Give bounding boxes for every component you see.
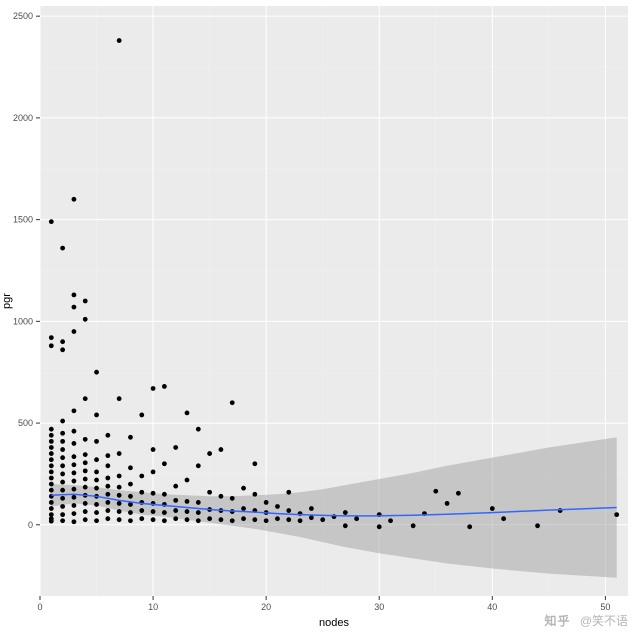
svg-text:pgr: pgr (1, 293, 13, 309)
svg-text:20: 20 (261, 602, 271, 612)
scatter-chart: 0102030405005001000150020002500nodespgr … (0, 0, 634, 633)
svg-text:0: 0 (37, 602, 42, 612)
svg-text:50: 50 (600, 602, 610, 612)
svg-text:2000: 2000 (13, 113, 33, 123)
svg-text:2500: 2500 (13, 11, 33, 21)
svg-text:10: 10 (148, 602, 158, 612)
svg-text:30: 30 (374, 602, 384, 612)
svg-text:500: 500 (18, 418, 33, 428)
chart-svg: 0102030405005001000150020002500nodespgr (0, 0, 634, 633)
svg-text:1000: 1000 (13, 316, 33, 326)
svg-text:nodes: nodes (319, 617, 349, 629)
svg-text:0: 0 (28, 520, 33, 530)
svg-text:1500: 1500 (13, 215, 33, 225)
svg-text:40: 40 (487, 602, 497, 612)
